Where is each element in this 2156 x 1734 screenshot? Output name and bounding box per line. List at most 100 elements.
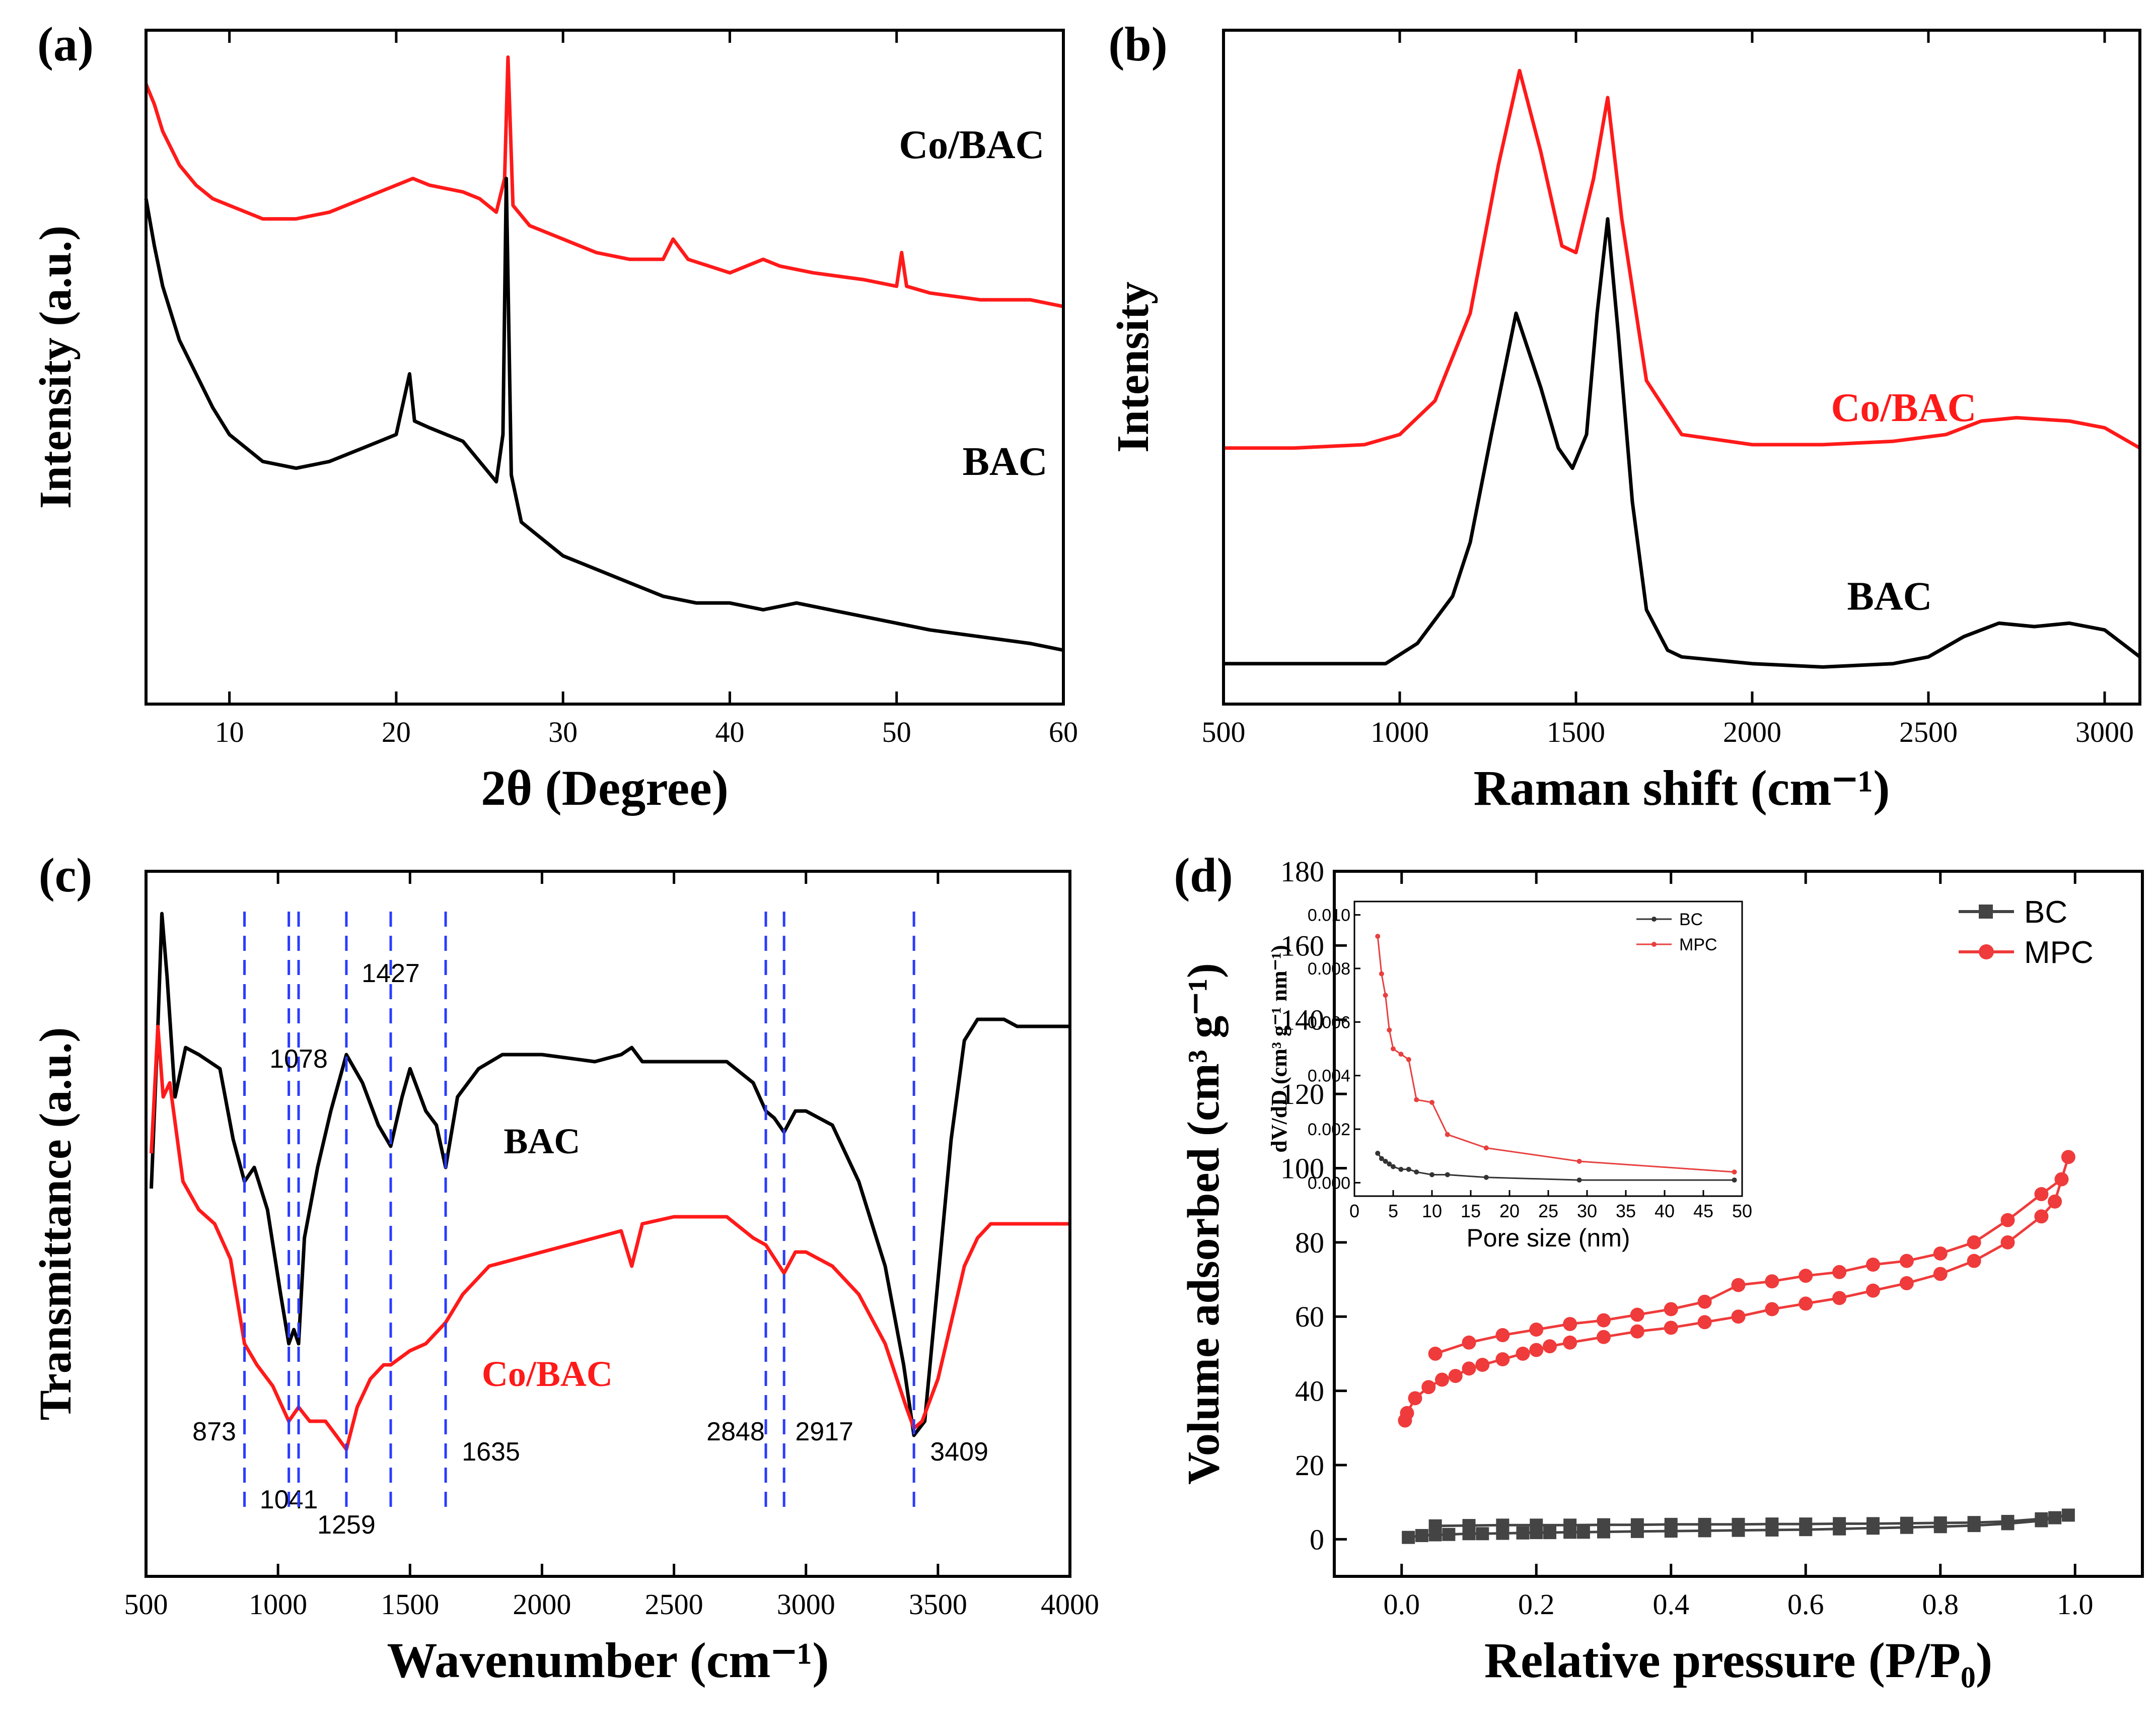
inset-data-point bbox=[1383, 1158, 1388, 1164]
panel-label: (a) bbox=[37, 17, 94, 71]
inset-x-tick-label: 5 bbox=[1388, 1201, 1398, 1221]
series-annotation: Co/BAC bbox=[1831, 386, 1977, 430]
inset-legend-marker bbox=[1651, 942, 1657, 947]
data-point bbox=[1408, 1391, 1422, 1406]
data-point bbox=[1899, 1276, 1914, 1290]
data-point bbox=[1421, 1380, 1436, 1395]
data-point bbox=[1664, 1517, 1678, 1531]
inset-data-point bbox=[1398, 1052, 1404, 1057]
data-point bbox=[1516, 1526, 1530, 1540]
band-label: 1427 bbox=[362, 959, 420, 988]
inset-legend-marker bbox=[1651, 917, 1657, 922]
inset-data-point bbox=[1483, 1145, 1489, 1151]
x-tick-label: 20 bbox=[382, 716, 411, 748]
inset-x-tick-label: 50 bbox=[1732, 1201, 1752, 1221]
x-tick-label: 4000 bbox=[1041, 1588, 1099, 1621]
data-point bbox=[1731, 1309, 1746, 1324]
data-point bbox=[1765, 1517, 1779, 1531]
inset-data-point bbox=[1576, 1158, 1582, 1164]
inset-y-tick-label: 0.008 bbox=[1308, 959, 1350, 979]
x-tick-label: 0.6 bbox=[1787, 1588, 1824, 1621]
data-point bbox=[1832, 1265, 1847, 1279]
data-point bbox=[1435, 1372, 1449, 1387]
x-tick-label: 3000 bbox=[2075, 716, 2134, 748]
inset-y-axis-label: dV/dD (cm³ g⁻¹ nm⁻¹) bbox=[1267, 945, 1291, 1152]
inset-x-tick-label: 10 bbox=[1422, 1201, 1442, 1221]
inset-data-point bbox=[1379, 971, 1384, 977]
data-point bbox=[1630, 1518, 1644, 1532]
x-tick-label: 0.8 bbox=[1922, 1588, 1959, 1621]
inset-data-point bbox=[1387, 1027, 1392, 1033]
band-label: 873 bbox=[192, 1417, 236, 1446]
series-line-bac bbox=[1224, 217, 2141, 669]
data-point bbox=[1428, 1346, 1443, 1361]
data-point bbox=[1495, 1328, 1510, 1343]
series-line-co-bac bbox=[144, 55, 1064, 309]
data-point bbox=[1543, 1526, 1556, 1540]
data-point bbox=[1933, 1267, 1948, 1281]
inset-data-point bbox=[1429, 1099, 1434, 1105]
data-point bbox=[1516, 1346, 1530, 1361]
data-point bbox=[1664, 1302, 1678, 1316]
y-tick-label: 80 bbox=[1295, 1226, 1324, 1259]
data-point bbox=[1630, 1324, 1644, 1339]
data-point bbox=[1697, 1315, 1712, 1330]
data-point bbox=[1529, 1343, 1544, 1357]
series-annotation: Co/BAC bbox=[482, 1354, 613, 1394]
data-point bbox=[1799, 1269, 1813, 1283]
data-point bbox=[2048, 1511, 2062, 1524]
x-tick-label: 1.0 bbox=[2057, 1588, 2094, 1621]
data-point bbox=[2000, 1213, 2015, 1227]
data-point bbox=[1866, 1258, 1880, 1272]
x-tick-label: 1500 bbox=[1547, 716, 1605, 748]
panel-b: (b) 500 1000 1500 2000 2500 3000 Raman shift (c… bbox=[1108, 17, 2141, 816]
x-tick-label: 10 bbox=[215, 716, 244, 748]
data-point bbox=[1765, 1302, 1779, 1316]
inset-data-point bbox=[1391, 1046, 1396, 1052]
y-tick-label: 120 bbox=[1280, 1078, 1324, 1111]
y-axis-label: Intensity (a.u.) bbox=[31, 226, 81, 509]
band-label: 1041 bbox=[260, 1485, 318, 1514]
plot-frame bbox=[145, 29, 1065, 706]
inset-frame bbox=[1353, 900, 1743, 1197]
inset-data-point bbox=[1483, 1174, 1489, 1180]
data-point bbox=[1476, 1527, 1489, 1541]
data-point bbox=[1529, 1323, 1544, 1337]
data-point bbox=[1462, 1519, 1476, 1533]
plot-frame bbox=[145, 870, 1071, 1578]
x-tick-label: 2000 bbox=[1723, 716, 1781, 748]
legend-marker bbox=[1979, 905, 1993, 919]
data-point bbox=[2034, 1187, 2049, 1202]
data-point bbox=[1462, 1361, 1476, 1376]
x-tick-label: 1000 bbox=[249, 1588, 307, 1621]
data-point bbox=[1597, 1330, 1611, 1344]
inset-data-point bbox=[1398, 1166, 1404, 1172]
y-tick-label: 0 bbox=[1310, 1523, 1324, 1556]
panel-label: (c) bbox=[39, 848, 93, 902]
inset-data-point bbox=[1576, 1177, 1582, 1183]
data-point bbox=[1462, 1335, 1476, 1350]
data-point bbox=[1543, 1339, 1557, 1354]
x-tick-label: 3000 bbox=[777, 1588, 835, 1621]
data-point bbox=[1563, 1335, 1577, 1350]
legend-marker bbox=[1979, 944, 1994, 959]
band-label: 3409 bbox=[930, 1437, 988, 1467]
inset-x-tick-label: 40 bbox=[1655, 1201, 1675, 1221]
inset-x-tick-label: 20 bbox=[1499, 1201, 1520, 1221]
inset-data-point bbox=[1387, 1161, 1392, 1167]
series-line-co-bac bbox=[1224, 68, 2141, 450]
inset-data-point bbox=[1375, 1150, 1381, 1156]
panel-c: (c) 873 1041 1078 1259 1427 1635 2848 2917 3409 50… bbox=[31, 848, 1099, 1688]
data-point bbox=[1496, 1518, 1510, 1532]
inset-legend-label: MPC bbox=[1679, 935, 1717, 954]
data-point bbox=[1698, 1517, 1711, 1531]
data-point bbox=[1933, 1246, 1948, 1261]
panel-label: (d) bbox=[1174, 848, 1233, 902]
band-label: 1259 bbox=[317, 1510, 376, 1540]
data-point bbox=[1664, 1321, 1678, 1335]
data-point bbox=[1530, 1518, 1543, 1532]
data-point bbox=[1732, 1517, 1745, 1531]
y-axis-label: Intensity bbox=[1108, 282, 1158, 453]
inset-data-point bbox=[1391, 1164, 1396, 1169]
band-label: 1078 bbox=[269, 1045, 328, 1074]
